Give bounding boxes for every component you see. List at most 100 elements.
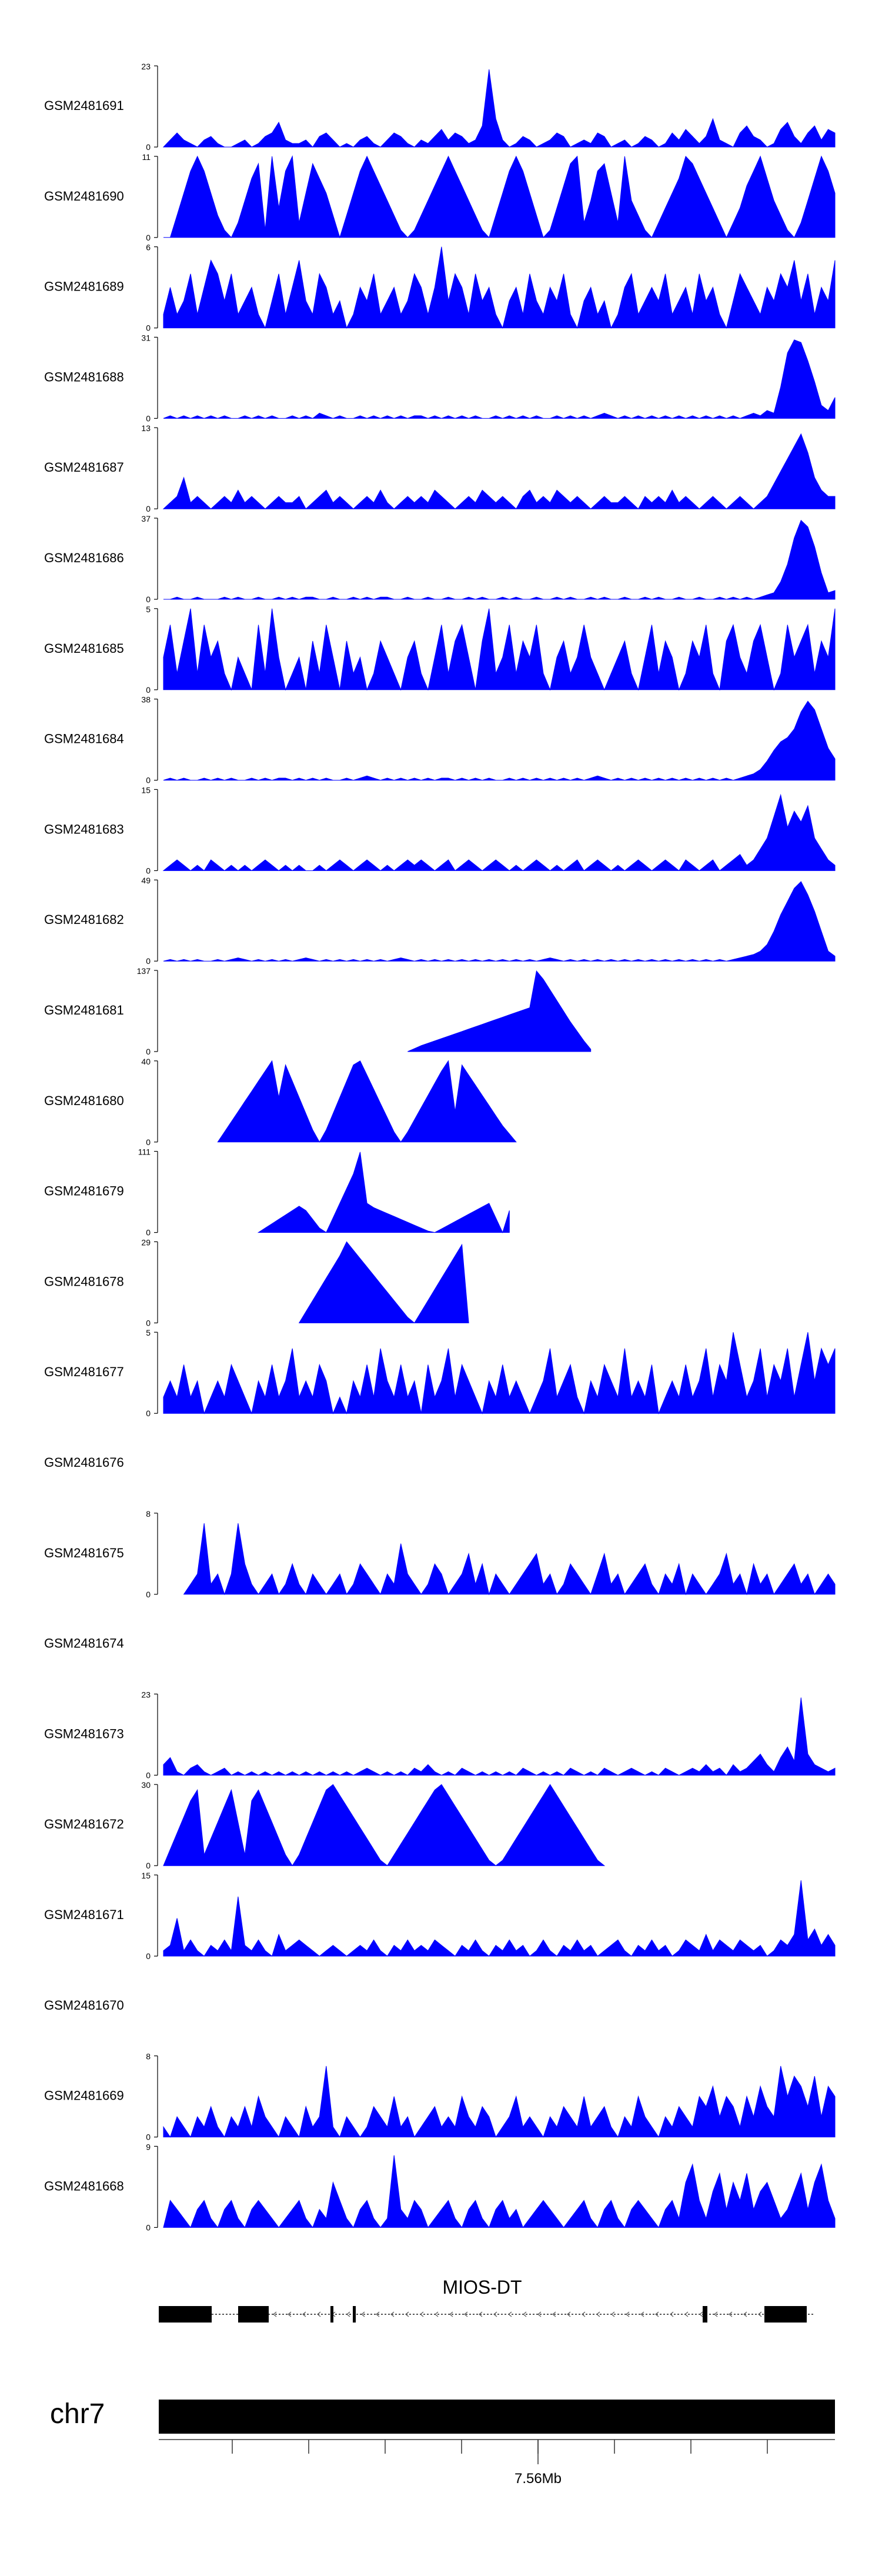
track-GSM2481676: GSM2481676 [44, 1455, 124, 1470]
track-GSM2481682: GSM2481682 49 0 [44, 876, 836, 966]
track-GSM2481668: GSM2481668 9 0 [44, 2142, 836, 2232]
strand-arrow [758, 2311, 762, 2317]
exon [764, 2306, 807, 2323]
track-label: GSM2481670 [44, 1998, 124, 2013]
signal-area [163, 339, 836, 419]
track-label: GSM2481680 [44, 1093, 124, 1108]
strand-arrow [596, 2311, 600, 2317]
y-min-label: 0 [146, 595, 151, 604]
signal-area [163, 1880, 836, 1957]
track-label: GSM2481689 [44, 279, 124, 294]
signal-area [163, 155, 836, 239]
signal-area [163, 700, 836, 781]
track-GSM2481669: GSM2481669 8 0 [44, 2052, 836, 2142]
signal-area [163, 246, 836, 329]
track-label: GSM2481671 [44, 1907, 124, 1922]
track-GSM2481688: GSM2481688 31 0 [44, 333, 836, 423]
track-GSM2481671: GSM2481671 15 0 [44, 1871, 836, 1961]
track-label: GSM2481683 [44, 822, 124, 836]
strand-arrow [493, 2311, 497, 2317]
exon [353, 2306, 356, 2323]
y-max-label: 49 [141, 876, 151, 885]
strand-arrow [317, 2311, 321, 2317]
y-min-label: 0 [146, 2133, 151, 2142]
y-min-label: 0 [146, 323, 151, 333]
signal-area [407, 970, 592, 1052]
y-max-label: 31 [141, 333, 151, 342]
strand-arrow [537, 2311, 542, 2317]
track-GSM2481677: GSM2481677 5 0 [44, 1328, 836, 1418]
track-GSM2481681: GSM2481681 137 0 [44, 966, 592, 1056]
data-tracks: GSM2481691230GSM2481690110GSM248168960GS… [44, 62, 836, 2232]
y-min-label: 0 [146, 413, 151, 423]
y-max-label: 40 [141, 1057, 151, 1066]
signal-area [163, 2066, 836, 2138]
y-max-label: 11 [142, 152, 151, 162]
strand-arrow [611, 2311, 615, 2317]
signal-area [163, 1332, 836, 1415]
y-max-label: 23 [141, 62, 151, 71]
strand-arrow [361, 2311, 365, 2317]
track-label: GSM2481678 [44, 1274, 124, 1289]
track-GSM2481679: GSM2481679 111 0 [44, 1147, 510, 1237]
track-label: GSM2481686 [44, 550, 124, 565]
strand-arrow [479, 2311, 483, 2317]
y-min-label: 0 [146, 866, 151, 875]
track-label: GSM2481687 [44, 460, 124, 475]
strand-arrow [582, 2311, 586, 2317]
signal-area [298, 1241, 469, 1324]
track-label: GSM2481685 [44, 641, 124, 656]
y-min-label: 0 [146, 776, 151, 785]
gene-model-track: MIOS-DT [159, 2277, 814, 2323]
chromosome-band [159, 2400, 835, 2434]
y-max-label: 111 [138, 1147, 151, 1157]
y-min-label: 0 [146, 685, 151, 695]
y-min-label: 0 [146, 504, 151, 513]
track-label: GSM2481679 [44, 1184, 124, 1199]
y-max-label: 8 [146, 1509, 151, 1519]
track-GSM2481689: GSM2481689 6 0 [44, 243, 836, 333]
strand-arrow [288, 2311, 292, 2317]
signal-area [163, 1697, 836, 1776]
y-max-label: 30 [141, 1780, 151, 1790]
strand-arrow [376, 2311, 380, 2317]
strand-arrow [302, 2311, 306, 2317]
signal-area [163, 519, 836, 600]
y-max-label: 9 [146, 2142, 151, 2151]
track-label: GSM2481672 [44, 1817, 124, 1831]
track-label: GSM2481677 [44, 1364, 124, 1379]
track-GSM2481672: GSM2481672 30 0 [44, 1780, 606, 1870]
y-min-label: 0 [146, 1951, 151, 1961]
signal-area [183, 1523, 836, 1596]
chromosome-label: chr7 [50, 2398, 105, 2430]
strand-arrow [449, 2311, 453, 2317]
track-GSM2481687: GSM2481687 13 0 [44, 423, 836, 513]
strand-arrow [640, 2311, 644, 2317]
y-max-label: 5 [146, 1328, 151, 1337]
track-GSM2481670: GSM2481670 [44, 1998, 124, 2013]
track-label: GSM2481673 [44, 1726, 124, 1741]
signal-area [163, 2155, 836, 2228]
y-max-label: 13 [141, 423, 151, 433]
y-max-label: 29 [141, 1237, 151, 1247]
exon [238, 2306, 269, 2323]
track-GSM2481678: GSM2481678 29 0 [44, 1237, 469, 1327]
track-label: GSM2481681 [44, 1003, 124, 1017]
track-label: GSM2481669 [44, 2088, 124, 2103]
strand-arrow [523, 2311, 527, 2317]
strand-arrow [508, 2311, 512, 2317]
track-GSM2481680: GSM2481680 40 0 [44, 1057, 517, 1147]
track-label: GSM2481676 [44, 1455, 124, 1470]
strand-arrow [655, 2311, 659, 2317]
track-label: GSM2481674 [44, 1636, 124, 1651]
signal-area [163, 881, 836, 962]
strand-arrow [729, 2311, 733, 2317]
gene-label: MIOS-DT [442, 2277, 522, 2298]
exon [159, 2306, 212, 2323]
strand-arrow [684, 2311, 689, 2317]
signal-area [217, 1060, 517, 1143]
strand-arrow [420, 2311, 424, 2317]
y-min-label: 0 [146, 1318, 151, 1327]
chromosome-track: chr7 7.56Mb [50, 2398, 835, 2487]
